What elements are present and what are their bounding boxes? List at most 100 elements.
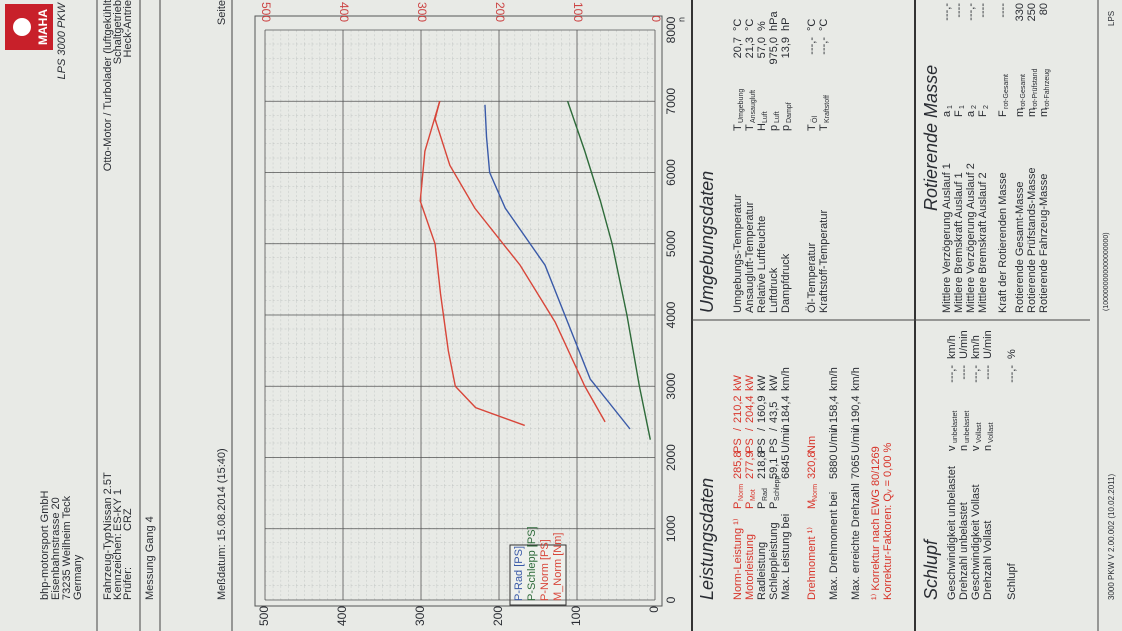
symbol-sub: Luft [762,111,769,123]
vehicle-label: Kennzeichen: [112,533,124,600]
row-value: ---,- [806,37,818,55]
row-value: Nm [806,436,818,453]
section-title: Leistungsdaten [697,478,717,600]
section-title: Rotierende Masse [921,65,941,211]
row-label: Umgebungs-Temperatur [732,194,744,313]
symbol: n [958,445,970,451]
symbol: v [946,445,958,451]
symbol-sub: Vollast [988,422,995,443]
y-tick-label: 100 [569,606,583,626]
row-value: / [828,427,840,431]
row-value: kW [732,375,744,392]
row-value: ---- [958,365,970,380]
symbol: P [768,502,780,509]
symbol-sub: unbelastet [952,411,959,443]
symbol-sub: Dampf [786,102,793,123]
x-axis-label: n [676,17,686,22]
row-value: ---- [997,3,1009,18]
row-value: 160,9 [756,395,768,423]
company-line: 73235 Weilheim Teck [61,495,73,600]
symbol-sub: rot-Fahrzeug [1044,69,1051,109]
row-unit: °C [744,19,756,31]
x-tick-label: 5000 [664,230,678,257]
x-tick-label: 0 [664,596,678,603]
row-value: / [780,427,792,431]
row-value: km/h [828,367,840,391]
row-label: Norm-Leistung ¹⁾ [732,518,744,600]
row-value: PS [732,438,744,453]
row-unit: °C [806,19,818,31]
symbol-sub: unbelastet [964,411,971,443]
symbol-sub: Ansaugluft [750,90,757,123]
product: LPS 3000 PKW [56,1,68,79]
row-value: / [850,427,862,431]
row-label: Rotierende Prüfstands-Masse [1026,167,1038,313]
row-value: 218,8 [756,451,768,479]
row-label: Max. erreichte Drehzahl [850,483,862,600]
symbol: p [768,125,780,131]
row-unit: hP [780,18,792,31]
row-value: 80 [1038,3,1050,15]
row-unit: U/min [958,330,970,359]
symbol-sub: Norm [738,484,745,501]
row-value: 330 [1014,3,1026,21]
row-value: ---,- [1006,365,1018,383]
vehicle-value: Nissan 2.5T [102,472,114,531]
y2-tick-label: 400 [337,2,351,22]
vehicle-value: CRZ [122,508,134,531]
vehicle-value: ES-KY 1 [112,489,124,531]
symbol-sub: Schlepp [774,476,781,501]
symbol: T [744,124,756,131]
symbol: m [1038,108,1050,117]
row-label: Rotierende Fahrzeug-Masse [1038,174,1050,313]
engine-line: Schaltgetrieb [112,0,124,64]
row-unit: °C [818,19,830,31]
y-tick-label: 500 [257,606,271,626]
row-value: PS [756,438,768,453]
row-value: ---,- [965,3,977,21]
symbol-sub: rot-Gesamt [1003,74,1010,109]
row-value: 5880 [828,455,840,479]
row-value: ---- [982,365,994,380]
row-value: 184,4 [780,395,792,423]
row-label: Drehmoment ¹⁾ [806,527,818,600]
legend-entry: P-Norm [PS] [539,539,551,601]
row-value: 7065 [850,455,862,479]
symbol-sub: Norm [812,484,819,501]
row-value: / [768,427,780,431]
symbol: P [756,502,768,509]
symbol: T [818,124,830,131]
row-value: 975,0 [768,37,780,65]
legend-entry: P-Schlepp [PS] [526,526,538,601]
y-tick-label: 0 [647,606,661,613]
symbol: M [806,500,818,509]
symbol: F [997,110,1009,117]
symbol-sub: Umgebung [738,89,745,123]
row-value: 20,7 [732,37,744,58]
x-tick-label: 2000 [664,444,678,471]
symbol: F [953,110,965,117]
row-value: ---,- [970,365,982,383]
symbol: v [970,445,982,451]
row-unit: hPa [768,11,780,31]
section-title: Umgebungsdaten [697,171,717,313]
engine-line: Otto-Motor / Turbolader (luftgekühlt [102,0,114,171]
row-value: U/min [780,424,792,453]
symbol-sub: Öl [811,116,819,123]
row-value: 13,9 [780,37,792,58]
symbol: T [732,124,744,131]
row-value: km/h [780,367,792,391]
footer-version: 3000 PKW V 2.00.002 (10.02.2011) [1107,474,1116,600]
row-value: ---,- [946,365,958,383]
row-unit: % [1006,349,1018,359]
row-unit: U/min [982,330,994,359]
engine-line: Heck-Antrie [122,0,134,57]
row-value: kW [756,375,768,392]
row-value: km/h [850,367,862,391]
row-label: Mittlere Bremskraft Auslauf 2 [977,172,989,313]
row-label: ¹⁾ Korrektur nach EWG 80/1269 [870,446,882,600]
row-label: Motorleistung [744,534,756,600]
logo-text: MAHA [36,9,50,45]
symbol-sub: 1 [959,105,966,109]
